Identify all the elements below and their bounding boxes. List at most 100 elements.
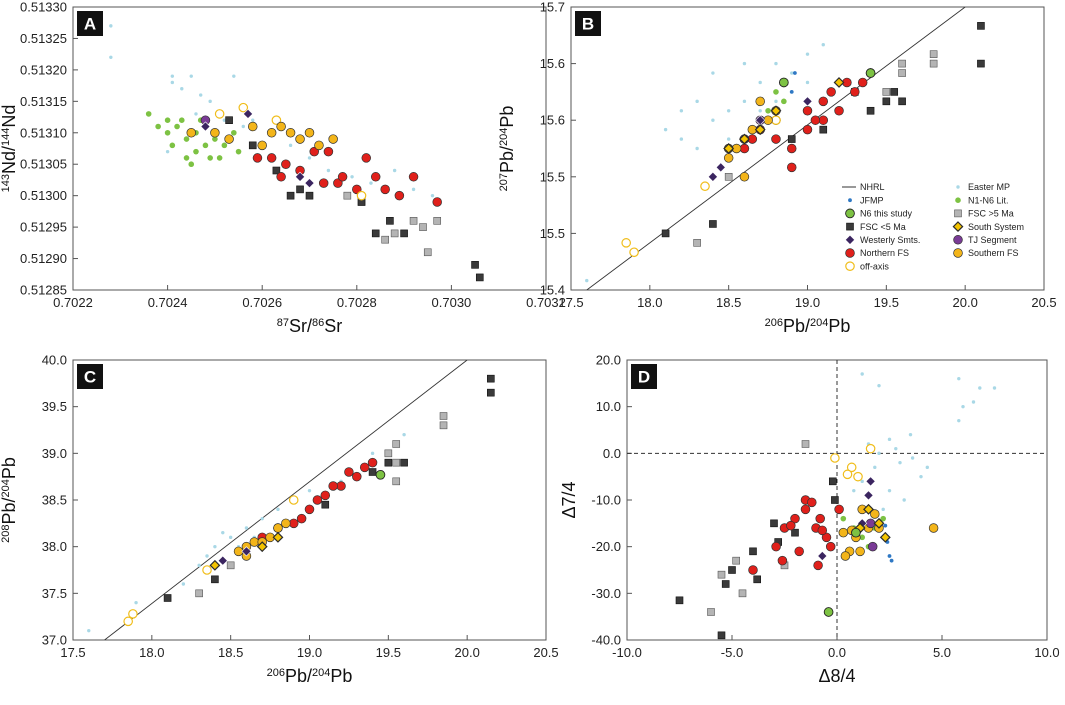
point-fsc_young: [709, 220, 717, 228]
point-northern: [380, 184, 390, 195]
y-tick-label: -40.0: [591, 633, 621, 648]
point-n1n6: [178, 117, 185, 123]
point-northern: [288, 518, 299, 529]
panel-letter: D: [638, 368, 650, 387]
point-westerly: [707, 171, 718, 182]
point-n1n6: [188, 161, 195, 168]
legend-label-jfmp: JFMP: [860, 195, 884, 205]
legend-marker-offaxis: [845, 261, 855, 271]
y-tick-label: 0.0: [603, 446, 621, 461]
point-northern: [834, 504, 844, 515]
x-tick-label: 19.5: [376, 645, 401, 660]
legend-label-nhrl: NHRL: [860, 182, 885, 192]
legend-label-easter: Easter MP: [968, 182, 1010, 192]
point-easter: [881, 507, 885, 512]
point-northern: [432, 197, 442, 207]
point-northern: [739, 143, 750, 154]
y-tick-label: 0.51290: [20, 251, 67, 266]
x-axis-label: 206Pb/204Pb: [765, 316, 851, 336]
point-jfmp: [887, 554, 892, 558]
point-jfmp: [889, 558, 894, 563]
point-easter: [695, 146, 699, 151]
y-tick-label: 0.51320: [20, 62, 67, 77]
point-fsc_young: [386, 217, 394, 225]
point-northern: [328, 481, 338, 491]
point-fsc_old: [439, 421, 448, 430]
point-fsc_old: [381, 235, 389, 244]
legend-label-fsc_young: FSC <5 Ma: [860, 222, 906, 232]
point-easter: [726, 109, 731, 113]
x-tick-label: 5.0: [933, 645, 951, 660]
point-westerly: [200, 121, 211, 132]
legend-label-westerly: Westerly Smts.: [860, 235, 920, 245]
point-easter: [910, 456, 915, 460]
point-easter: [758, 80, 762, 85]
x-tick-label: 17.5: [558, 295, 583, 310]
point-fsc_young: [753, 575, 762, 584]
panel-letter: C: [84, 368, 96, 387]
point-fsc_young: [163, 594, 172, 602]
point-easter: [894, 446, 898, 451]
legend-label-n1n6: N1-N6 Lit.: [968, 195, 1009, 205]
point-easter: [860, 479, 864, 484]
point-fsc_young: [831, 496, 839, 504]
point-easter: [288, 143, 293, 148]
point-n1n6: [174, 123, 180, 130]
point-easter: [134, 600, 138, 605]
point-n1n6: [765, 107, 771, 114]
point-fsc_young: [321, 500, 330, 509]
x-tick-label: 19.5: [874, 295, 899, 310]
point-northern: [344, 467, 354, 477]
point-fsc_old: [409, 217, 418, 225]
x-tick-label: 17.5: [60, 645, 85, 660]
point-offaxis: [288, 495, 299, 505]
legend-label-south: South System: [968, 222, 1024, 232]
point-northern: [850, 87, 860, 97]
point-easter: [902, 498, 906, 502]
point-easter: [244, 526, 249, 530]
point-easter: [742, 61, 747, 66]
point-northern: [786, 143, 797, 154]
point-westerly: [241, 546, 252, 557]
point-easter: [392, 168, 397, 173]
panel-b: 17.5 18.0 18.5 19.0 19.5 20.0 20.5 15.4 15.5 15.5…: [497, 0, 1057, 336]
y-tick-label: 37.0: [42, 633, 67, 648]
point-northern: [266, 153, 277, 163]
point-northern: [408, 172, 419, 182]
point-northern: [361, 153, 372, 163]
nhrl-line: [586, 7, 966, 290]
point-easter: [978, 386, 982, 390]
point-south: [879, 531, 891, 543]
point-offaxis: [123, 616, 133, 627]
point-offaxis: [202, 565, 212, 575]
point-southern: [266, 128, 277, 138]
point-westerly: [863, 490, 874, 501]
legend-marker-southern: [953, 248, 963, 258]
point-fsc_old: [226, 561, 235, 570]
point-northern: [304, 504, 315, 515]
point-fsc_young: [296, 185, 304, 194]
point-southern: [304, 128, 315, 138]
y-tick-label: 38.0: [42, 539, 67, 554]
y-tick-label: 0.51295: [20, 220, 67, 235]
point-south: [770, 105, 782, 117]
point-fsc_old: [392, 477, 401, 486]
point-fsc_old: [707, 608, 715, 616]
point-easter: [790, 71, 794, 75]
point-northern: [352, 184, 362, 195]
point-northern: [821, 532, 832, 543]
point-southern: [285, 128, 296, 138]
point-northern: [337, 172, 348, 182]
point-northern: [802, 106, 813, 116]
point-fsc_young: [866, 106, 875, 115]
point-fsc_young: [749, 547, 757, 556]
point-northern: [800, 504, 811, 515]
point-easter: [411, 187, 416, 192]
point-easter: [663, 127, 668, 132]
point-fsc_old: [390, 229, 399, 238]
data-layer: [87, 360, 495, 640]
point-northern: [826, 87, 836, 97]
point-easter: [205, 554, 209, 558]
point-n1n6: [235, 148, 242, 155]
y-tick-label: 38.5: [42, 493, 67, 508]
